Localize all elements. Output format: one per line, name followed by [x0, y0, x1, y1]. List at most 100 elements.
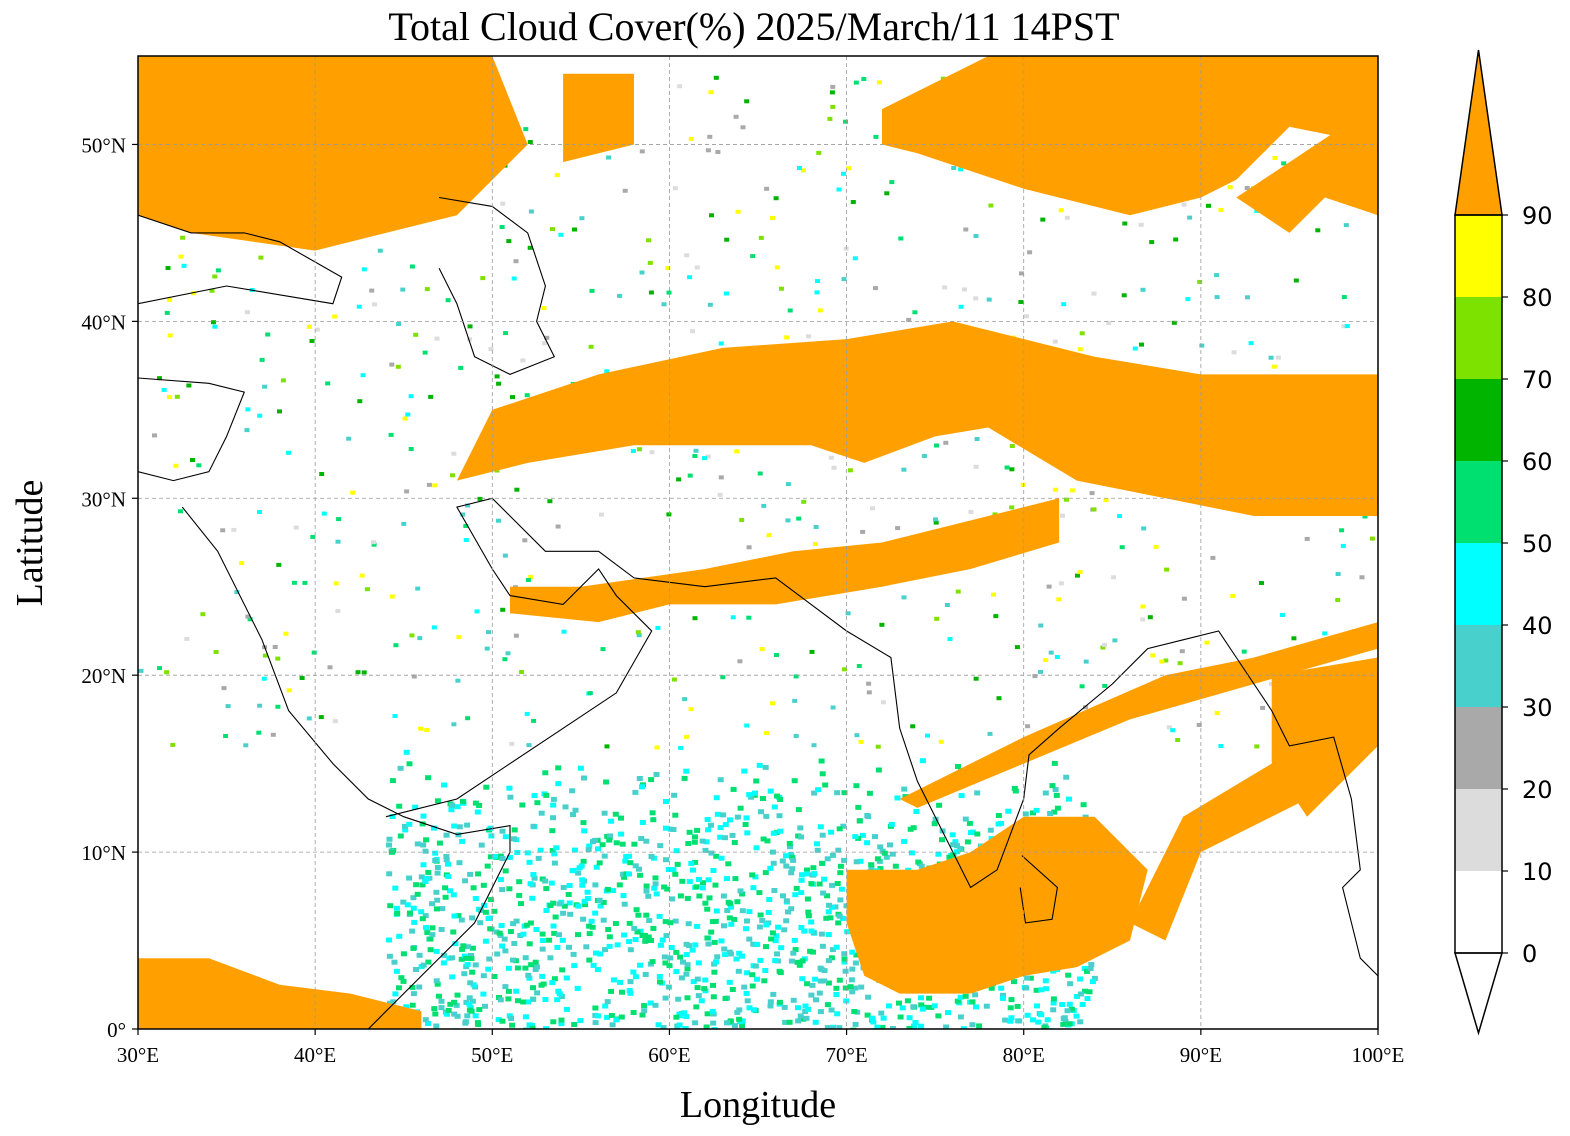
cloud-speckle: [604, 369, 610, 374]
cloud-speckle: [876, 858, 883, 864]
cloud-speckle: [829, 1026, 836, 1029]
cloud-speckle: [463, 538, 469, 542]
cloud-speckle: [812, 1019, 819, 1025]
cloud-speckle: [757, 471, 763, 476]
cloud-speckle: [455, 913, 462, 919]
cloud-speckle: [808, 992, 815, 998]
cloud-speckle: [1369, 536, 1375, 541]
cloud-speckle: [1069, 488, 1075, 493]
cloud-speckle: [1089, 491, 1095, 496]
cloud-speckle: [455, 832, 462, 838]
cloud-speckle: [895, 526, 901, 531]
cloud-speckle: [762, 968, 769, 973]
cloud-speckle: [987, 827, 994, 833]
cloud-speckle: [449, 802, 455, 808]
cloud-speckle: [631, 925, 638, 931]
cloud-speckle: [739, 518, 745, 522]
cloud-speckle: [858, 984, 865, 990]
cloud-speckle: [1043, 986, 1050, 992]
cloud-speckle: [796, 166, 802, 170]
cloud-speckle: [180, 235, 186, 240]
cloud-speckle: [463, 524, 469, 528]
cloud-speckle: [361, 670, 367, 675]
cloud-speckle: [833, 985, 840, 991]
cloud-speckle: [434, 870, 441, 876]
cloud-speckle: [1117, 514, 1122, 519]
cloud-speckle: [677, 1013, 684, 1019]
cloud-speckle: [762, 764, 769, 770]
cloud-speckle: [730, 615, 736, 620]
cloud-speckle: [841, 277, 847, 282]
cloud-speckle: [364, 587, 370, 592]
cloud-speckle: [656, 974, 663, 979]
cloud-speckle: [667, 955, 674, 961]
cloud-speckle: [805, 909, 812, 915]
cloud-speckle: [450, 473, 455, 478]
cloud-speckle: [1206, 203, 1211, 208]
cloud-speckle: [931, 821, 938, 827]
cloud-speckle: [1007, 1005, 1014, 1011]
cloud-speckle: [1280, 613, 1285, 617]
cloud-speckle: [539, 931, 546, 937]
cloud-speckle: [581, 828, 588, 834]
cloud-speckle: [550, 815, 556, 821]
cloud-speckle: [608, 818, 615, 824]
cloud-speckle: [602, 1003, 609, 1009]
cloud-speckle: [635, 630, 641, 635]
cloud-speckle: [741, 984, 748, 990]
cloud-speckle: [511, 827, 518, 833]
cloud-speckle: [815, 279, 820, 284]
cloud-speckle: [544, 335, 550, 340]
cloud-speckle: [829, 947, 836, 953]
cloud-speckle: [767, 788, 774, 794]
coastline: [438, 196, 556, 376]
cloud-speckle: [760, 796, 766, 801]
cloud-speckle: [665, 867, 672, 872]
cloud-speckle: [657, 843, 664, 849]
cloud-speckle: [816, 881, 823, 887]
cloud-speckle: [389, 362, 395, 367]
cloud-speckle: [1064, 1008, 1071, 1014]
cloud-speckle: [553, 845, 560, 851]
cloud-speckle: [558, 994, 565, 999]
cloud-speckle: [601, 853, 608, 859]
cloud-speckle: [639, 149, 645, 154]
cloud-speckle: [708, 822, 714, 828]
cloud-speckle: [630, 449, 636, 453]
cloud-speckle: [804, 867, 810, 873]
cloud-speckle: [901, 786, 908, 792]
cloud-speckle: [650, 817, 657, 823]
cloud-speckle: [1087, 966, 1094, 972]
cloud-speckle: [426, 482, 432, 487]
cloud-speckle: [848, 977, 855, 983]
cloud-speckle: [558, 1021, 565, 1027]
cloud-speckle: [619, 989, 625, 995]
cloud-speckle: [465, 716, 471, 721]
cloud-speckle: [776, 813, 783, 819]
cloud-speckle: [842, 985, 849, 991]
cloud-speckle: [547, 499, 553, 504]
cloud-speckle: [516, 892, 523, 898]
cloud-speckle: [875, 744, 881, 749]
cloud-speckle: [1047, 811, 1054, 816]
cloud-speckle: [1068, 1006, 1075, 1012]
cloud-speckle: [595, 846, 601, 852]
cloud-speckle: [443, 857, 450, 863]
cloud-speckle: [525, 578, 531, 582]
cloud-speckle: [635, 912, 642, 918]
cloud-speckle: [712, 918, 719, 924]
cloud-speckle: [798, 925, 805, 930]
cloud-speckle: [500, 607, 506, 612]
cloud-speckle: [462, 1020, 469, 1026]
cloud-speckle: [793, 885, 800, 891]
cloud-speckle: [503, 331, 509, 336]
cloud-speckle: [541, 341, 547, 346]
cloud-speckle: [547, 955, 554, 961]
cloud-speckle: [520, 999, 527, 1005]
cloud-speckle: [852, 1021, 859, 1027]
cloud-speckle: [815, 787, 821, 793]
cloud-speckle: [589, 924, 596, 930]
cloud-speckle: [178, 509, 183, 514]
cloud-speckle: [734, 899, 741, 905]
cloud-speckle: [1149, 240, 1155, 245]
